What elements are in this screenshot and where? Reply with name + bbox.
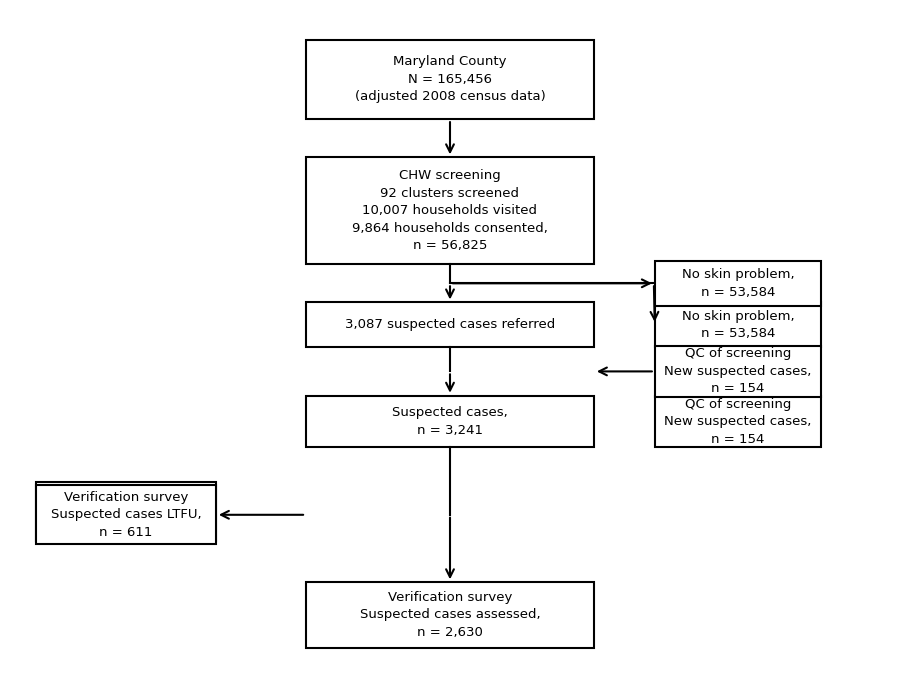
Text: No skin problem,
n = 53,584: No skin problem, n = 53,584	[681, 310, 795, 340]
FancyBboxPatch shape	[36, 482, 216, 540]
Text: Suspected cases,
n = 3,241: Suspected cases, n = 3,241	[392, 406, 508, 437]
FancyBboxPatch shape	[306, 158, 594, 265]
Text: Verification survey
Suspected cases LTFU,
n = 611: Verification survey Suspected cases LTFU…	[50, 491, 202, 539]
Text: QC of screening
New suspected cases,
n = 154: QC of screening New suspected cases, n =…	[664, 397, 812, 446]
FancyBboxPatch shape	[654, 346, 821, 397]
Text: No skin problem,
n = 53,584: No skin problem, n = 53,584	[681, 268, 795, 299]
Text: 3,087 suspected cases referred: 3,087 suspected cases referred	[345, 319, 555, 331]
FancyBboxPatch shape	[654, 303, 821, 347]
FancyBboxPatch shape	[306, 395, 594, 448]
FancyBboxPatch shape	[654, 261, 821, 305]
Text: QC of screening
New suspected cases,
n = 154: QC of screening New suspected cases, n =…	[664, 348, 812, 395]
FancyBboxPatch shape	[654, 395, 821, 448]
FancyBboxPatch shape	[306, 582, 594, 648]
Text: Verification survey
Suspected cases LTFU,
n = 611: Verification survey Suspected cases LTFU…	[50, 487, 202, 536]
Text: Maryland County
N = 165,456
(adjusted 2008 census data): Maryland County N = 165,456 (adjusted 20…	[355, 55, 545, 104]
FancyBboxPatch shape	[306, 303, 594, 347]
Text: Verification survey
Suspected cases assessed,
n = 2,630: Verification survey Suspected cases asse…	[360, 591, 540, 639]
FancyBboxPatch shape	[36, 485, 216, 545]
FancyBboxPatch shape	[306, 39, 594, 120]
Text: CHW screening
92 clusters screened
10,007 households visited
9,864 households co: CHW screening 92 clusters screened 10,00…	[352, 169, 548, 252]
